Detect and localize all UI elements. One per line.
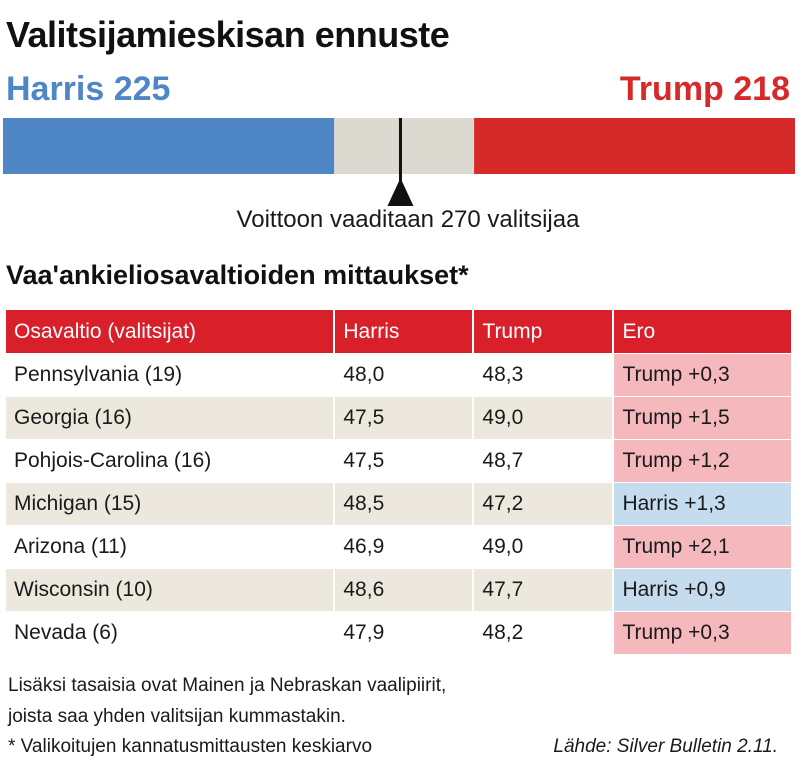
ero-cell: Trump +0,3 [613,353,791,397]
table-row: Georgia (16) 47,5 49,0 Trump +1,5 [6,396,791,440]
harris-value-cell: 46,9 [334,525,475,569]
header-trump: Trump [473,310,615,354]
footnote-line-2: joista saa yhden valitsijan kummastakin. [8,706,346,727]
table-row: Arizona (11) 46,9 49,0 Trump +2,1 [6,525,791,569]
harris-value-cell: 47,5 [334,396,475,440]
harris-value-cell: 47,5 [334,439,475,483]
trump-bar [474,118,795,174]
source-note: Lähde: Silver Bulletin 2.11. [553,736,778,757]
ero-cell: Trump +0,3 [613,611,791,654]
header-state: Osavaltio (valitsijat) [6,310,336,354]
state-cell: Georgia (16) [6,396,336,440]
trump-value-cell: 49,0 [473,396,615,440]
trump-total-label: Trump 218 [619,70,790,108]
state-cell: Pohjois-Carolina (16) [6,439,336,483]
electoral-bar-chart [3,118,795,206]
trump-value-cell: 47,7 [473,568,615,612]
table-row: Michigan (15) 48,5 47,2 Harris +1,3 [6,482,791,526]
table-row: Nevada (6) 47,9 48,2 Trump +0,3 [6,611,791,654]
threshold-marker [387,178,414,206]
state-cell: Arizona (11) [6,525,336,569]
chart-title: Valitsijamieskisan ennuste [6,14,450,55]
harris-value-cell: 48,5 [334,482,475,526]
harris-value-cell: 48,0 [334,353,475,397]
table-header-row: Osavaltio (valitsijat) Harris Trump Ero [6,310,791,354]
trump-value-cell: 48,3 [473,353,615,397]
ero-cell: Trump +1,2 [613,439,791,483]
trump-value-cell: 47,2 [473,482,615,526]
footnote-line-1: Lisäksi tasaisia ovat Mainen ja Nebraska… [8,675,447,696]
harris-total-label: Harris 225 [6,70,171,108]
harris-bar [3,118,335,174]
trump-value-cell: 48,7 [473,439,615,483]
trump-value-cell: 49,0 [473,525,615,569]
tossup-bar [334,118,475,174]
ero-cell: Harris +1,3 [613,482,791,526]
state-cell: Pennsylvania (19) [6,353,336,397]
trump-value-cell: 48,2 [473,611,615,654]
ero-cell: Trump +2,1 [613,525,791,569]
state-cell: Michigan (15) [6,482,336,526]
state-cell: Nevada (6) [6,611,336,654]
state-cell: Wisconsin (10) [6,568,336,612]
harris-value-cell: 47,9 [334,611,475,654]
table-row: Wisconsin (10) 48,6 47,7 Harris +0,9 [6,568,791,612]
threshold-label: Voittoon vaaditaan 270 valitsijaa [236,206,580,233]
ero-cell: Harris +0,9 [613,568,791,612]
footnote-asterisk: * Valikoitujen kannatusmittausten keskia… [8,736,373,757]
harris-value-cell: 48,6 [334,568,475,612]
ero-cell: Trump +1,5 [613,396,791,440]
table-row: Pohjois-Carolina (16) 47,5 48,7 Trump +1,2 [6,439,791,483]
table-title: Vaa'ankieliosavaltioiden mittaukset* [6,260,469,290]
swing-state-table: Osavaltio (valitsijat) Harris Trump Ero … [6,310,791,654]
table-row: Pennsylvania (19) 48,0 48,3 Trump +0,3 [6,353,791,397]
header-ero: Ero [613,310,791,354]
header-harris: Harris [334,310,475,354]
